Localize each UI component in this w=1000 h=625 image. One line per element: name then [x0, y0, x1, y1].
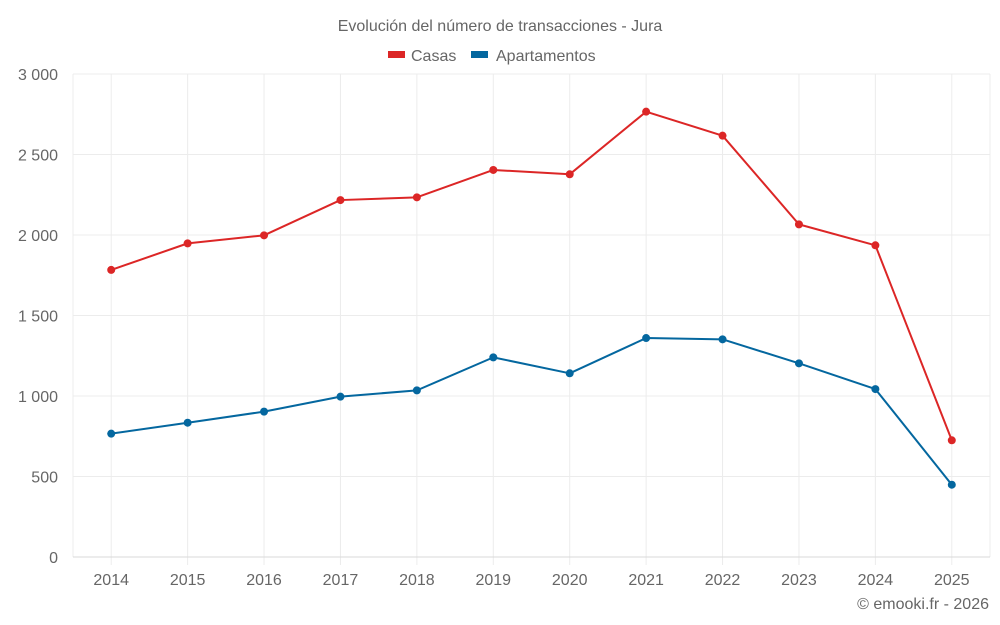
- point-apartamentos-2016: [260, 407, 269, 416]
- point-apartamentos-2014: [107, 429, 116, 438]
- legend-swatch-apartamentos: [471, 51, 488, 58]
- grid: [72, 73, 991, 557]
- y-axis: 0 500 1 000 1 500 2 000 2 500 3 000: [18, 67, 58, 567]
- point-apartamentos-2022: [718, 335, 727, 344]
- point-casas-2021: [642, 107, 651, 116]
- x-tick-label: 2023: [781, 572, 817, 589]
- legend: Casas Apartamentos: [388, 48, 596, 65]
- x-tick-label: 2015: [170, 572, 206, 589]
- point-casas-2019: [489, 165, 498, 174]
- copyright-footer: © emooki.fr - 2026: [857, 596, 989, 613]
- x-tick-label: 2019: [475, 572, 511, 589]
- point-apartamentos-2021: [642, 334, 651, 343]
- point-casas-2014: [107, 265, 116, 274]
- legend-item-casas: Casas: [388, 48, 456, 65]
- legend-swatch-casas: [388, 51, 405, 58]
- chart-title: Evolución del número de transacciones - …: [338, 18, 663, 35]
- y-tick-label: 1 000: [18, 389, 58, 406]
- point-casas-2018: [412, 193, 421, 202]
- x-tick-label: 2020: [552, 572, 588, 589]
- point-apartamentos-2019: [489, 353, 498, 362]
- series-casas: [107, 107, 956, 445]
- point-casas-2020: [565, 170, 574, 179]
- x-tick-label: 2022: [705, 572, 741, 589]
- point-casas-2022: [718, 131, 727, 140]
- x-tick-label: 2017: [323, 572, 359, 589]
- point-casas-2015: [183, 239, 192, 248]
- series-apartamentos: [107, 334, 956, 489]
- point-apartamentos-2018: [412, 386, 421, 395]
- point-casas-2024: [871, 241, 880, 250]
- y-tick-label: 3 000: [18, 67, 58, 84]
- y-tick-label: 500: [31, 470, 58, 487]
- point-casas-2016: [260, 231, 269, 240]
- point-apartamentos-2023: [794, 359, 803, 368]
- point-casas-2017: [336, 196, 345, 205]
- series-group: [107, 107, 956, 489]
- y-tick-label: 0: [49, 550, 58, 567]
- line-apartamentos: [111, 337, 953, 486]
- point-apartamentos-2025: [947, 480, 956, 489]
- x-tick-label: 2025: [934, 572, 970, 589]
- x-tick-label: 2014: [93, 572, 129, 589]
- x-tick-label: 2021: [628, 572, 664, 589]
- x-tick-label: 2024: [858, 572, 894, 589]
- legend-item-apartamentos: Apartamentos: [471, 48, 596, 65]
- y-tick-label: 2 000: [18, 228, 58, 245]
- point-apartamentos-2024: [871, 385, 880, 394]
- x-axis: 2014 2015 2016 2017 2018 2019 2020 2021 2022 2023…: [73, 556, 990, 589]
- legend-label-apartamentos: Apartamentos: [496, 48, 596, 65]
- line-casas: [110, 110, 953, 441]
- y-tick-label: 1 500: [18, 309, 58, 326]
- point-apartamentos-2015: [183, 418, 192, 427]
- x-tick-label: 2016: [246, 572, 282, 589]
- legend-label-casas: Casas: [411, 48, 456, 65]
- point-apartamentos-2020: [565, 369, 574, 378]
- x-tick-label: 2018: [399, 572, 435, 589]
- y-tick-label: 2 500: [18, 148, 58, 165]
- point-casas-2023: [794, 220, 803, 229]
- point-apartamentos-2017: [336, 392, 345, 401]
- point-casas-2025: [947, 436, 956, 445]
